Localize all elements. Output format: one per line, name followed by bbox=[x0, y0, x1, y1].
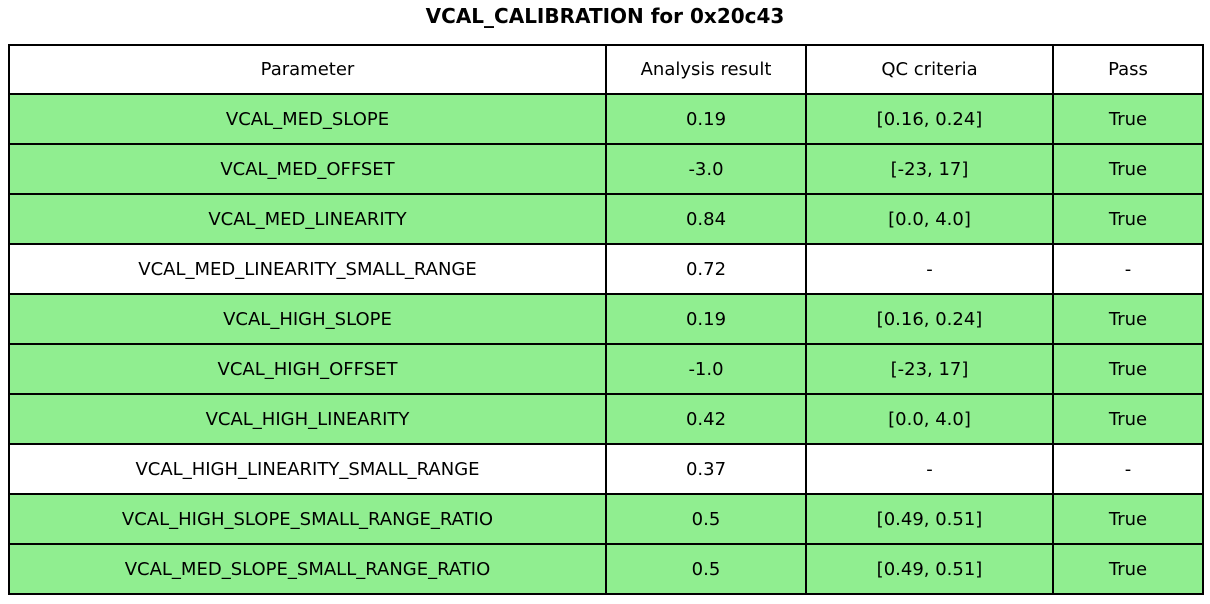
cell-pass: True bbox=[1052, 143, 1204, 195]
cell-parameter: VCAL_MED_LINEARITY_SMALL_RANGE bbox=[8, 243, 607, 295]
table-row: VCAL_HIGH_SLOPE_SMALL_RANGE_RATIO 0.5 [0… bbox=[8, 493, 1204, 545]
column-header-parameter: Parameter bbox=[8, 44, 607, 95]
table-row: VCAL_HIGH_OFFSET -1.0 [-23, 17] True bbox=[8, 343, 1204, 395]
cell-pass: - bbox=[1052, 243, 1204, 295]
cell-parameter: VCAL_MED_LINEARITY bbox=[8, 193, 607, 245]
table-row: VCAL_HIGH_LINEARITY_SMALL_RANGE 0.37 - - bbox=[8, 443, 1204, 495]
cell-pass: True bbox=[1052, 343, 1204, 395]
cell-qc-criteria: [0.0, 4.0] bbox=[805, 193, 1054, 245]
cell-qc-criteria: [-23, 17] bbox=[805, 343, 1054, 395]
table-row: VCAL_MED_SLOPE 0.19 [0.16, 0.24] True bbox=[8, 93, 1204, 145]
cell-qc-criteria: [0.49, 0.51] bbox=[805, 493, 1054, 545]
page-title: VCAL_CALIBRATION for 0x20c43 bbox=[425, 4, 785, 28]
table-row: VCAL_HIGH_SLOPE 0.19 [0.16, 0.24] True bbox=[8, 293, 1204, 345]
cell-analysis-result: 0.72 bbox=[605, 243, 807, 295]
cell-qc-criteria: [0.16, 0.24] bbox=[805, 293, 1054, 345]
cell-parameter: VCAL_HIGH_LINEARITY bbox=[8, 393, 607, 445]
table-row: VCAL_MED_LINEARITY_SMALL_RANGE 0.72 - - bbox=[8, 243, 1204, 295]
cell-analysis-result: 0.19 bbox=[605, 93, 807, 145]
cell-qc-criteria: [0.16, 0.24] bbox=[805, 93, 1054, 145]
table-row: VCAL_MED_LINEARITY 0.84 [0.0, 4.0] True bbox=[8, 193, 1204, 245]
cell-parameter: VCAL_MED_SLOPE_SMALL_RANGE_RATIO bbox=[8, 543, 607, 595]
cell-analysis-result: 0.42 bbox=[605, 393, 807, 445]
column-header-analysis-result: Analysis result bbox=[605, 44, 807, 95]
table-row: VCAL_HIGH_LINEARITY 0.42 [0.0, 4.0] True bbox=[8, 393, 1204, 445]
cell-analysis-result: 0.5 bbox=[605, 493, 807, 545]
cell-parameter: VCAL_MED_OFFSET bbox=[8, 143, 607, 195]
cell-pass: True bbox=[1052, 393, 1204, 445]
cell-analysis-result: 0.19 bbox=[605, 293, 807, 345]
cell-analysis-result: -3.0 bbox=[605, 143, 807, 195]
column-header-qc-criteria: QC criteria bbox=[805, 44, 1054, 95]
cell-pass: True bbox=[1052, 193, 1204, 245]
cell-qc-criteria: [0.49, 0.51] bbox=[805, 543, 1054, 595]
cell-analysis-result: -1.0 bbox=[605, 343, 807, 395]
cell-pass: - bbox=[1052, 443, 1204, 495]
cell-pass: True bbox=[1052, 543, 1204, 595]
header-row: Parameter Analysis result QC criteria Pa… bbox=[8, 44, 1204, 95]
cell-qc-criteria: [-23, 17] bbox=[805, 143, 1054, 195]
table-row: VCAL_MED_OFFSET -3.0 [-23, 17] True bbox=[8, 143, 1204, 195]
qc-results-table: Parameter Analysis result QC criteria Pa… bbox=[8, 44, 1204, 595]
cell-analysis-result: 0.37 bbox=[605, 443, 807, 495]
table-row: VCAL_MED_SLOPE_SMALL_RANGE_RATIO 0.5 [0.… bbox=[8, 543, 1204, 595]
cell-parameter: VCAL_HIGH_SLOPE bbox=[8, 293, 607, 345]
cell-analysis-result: 0.5 bbox=[605, 543, 807, 595]
cell-parameter: VCAL_HIGH_SLOPE_SMALL_RANGE_RATIO bbox=[8, 493, 607, 545]
cell-parameter: VCAL_HIGH_LINEARITY_SMALL_RANGE bbox=[8, 443, 607, 495]
cell-analysis-result: 0.84 bbox=[605, 193, 807, 245]
cell-pass: True bbox=[1052, 293, 1204, 345]
cell-parameter: VCAL_HIGH_OFFSET bbox=[8, 343, 607, 395]
cell-qc-criteria: - bbox=[805, 443, 1054, 495]
cell-pass: True bbox=[1052, 93, 1204, 145]
cell-qc-criteria: - bbox=[805, 243, 1054, 295]
cell-pass: True bbox=[1052, 493, 1204, 545]
cell-parameter: VCAL_MED_SLOPE bbox=[8, 93, 607, 145]
column-header-pass: Pass bbox=[1052, 44, 1204, 95]
cell-qc-criteria: [0.0, 4.0] bbox=[805, 393, 1054, 445]
